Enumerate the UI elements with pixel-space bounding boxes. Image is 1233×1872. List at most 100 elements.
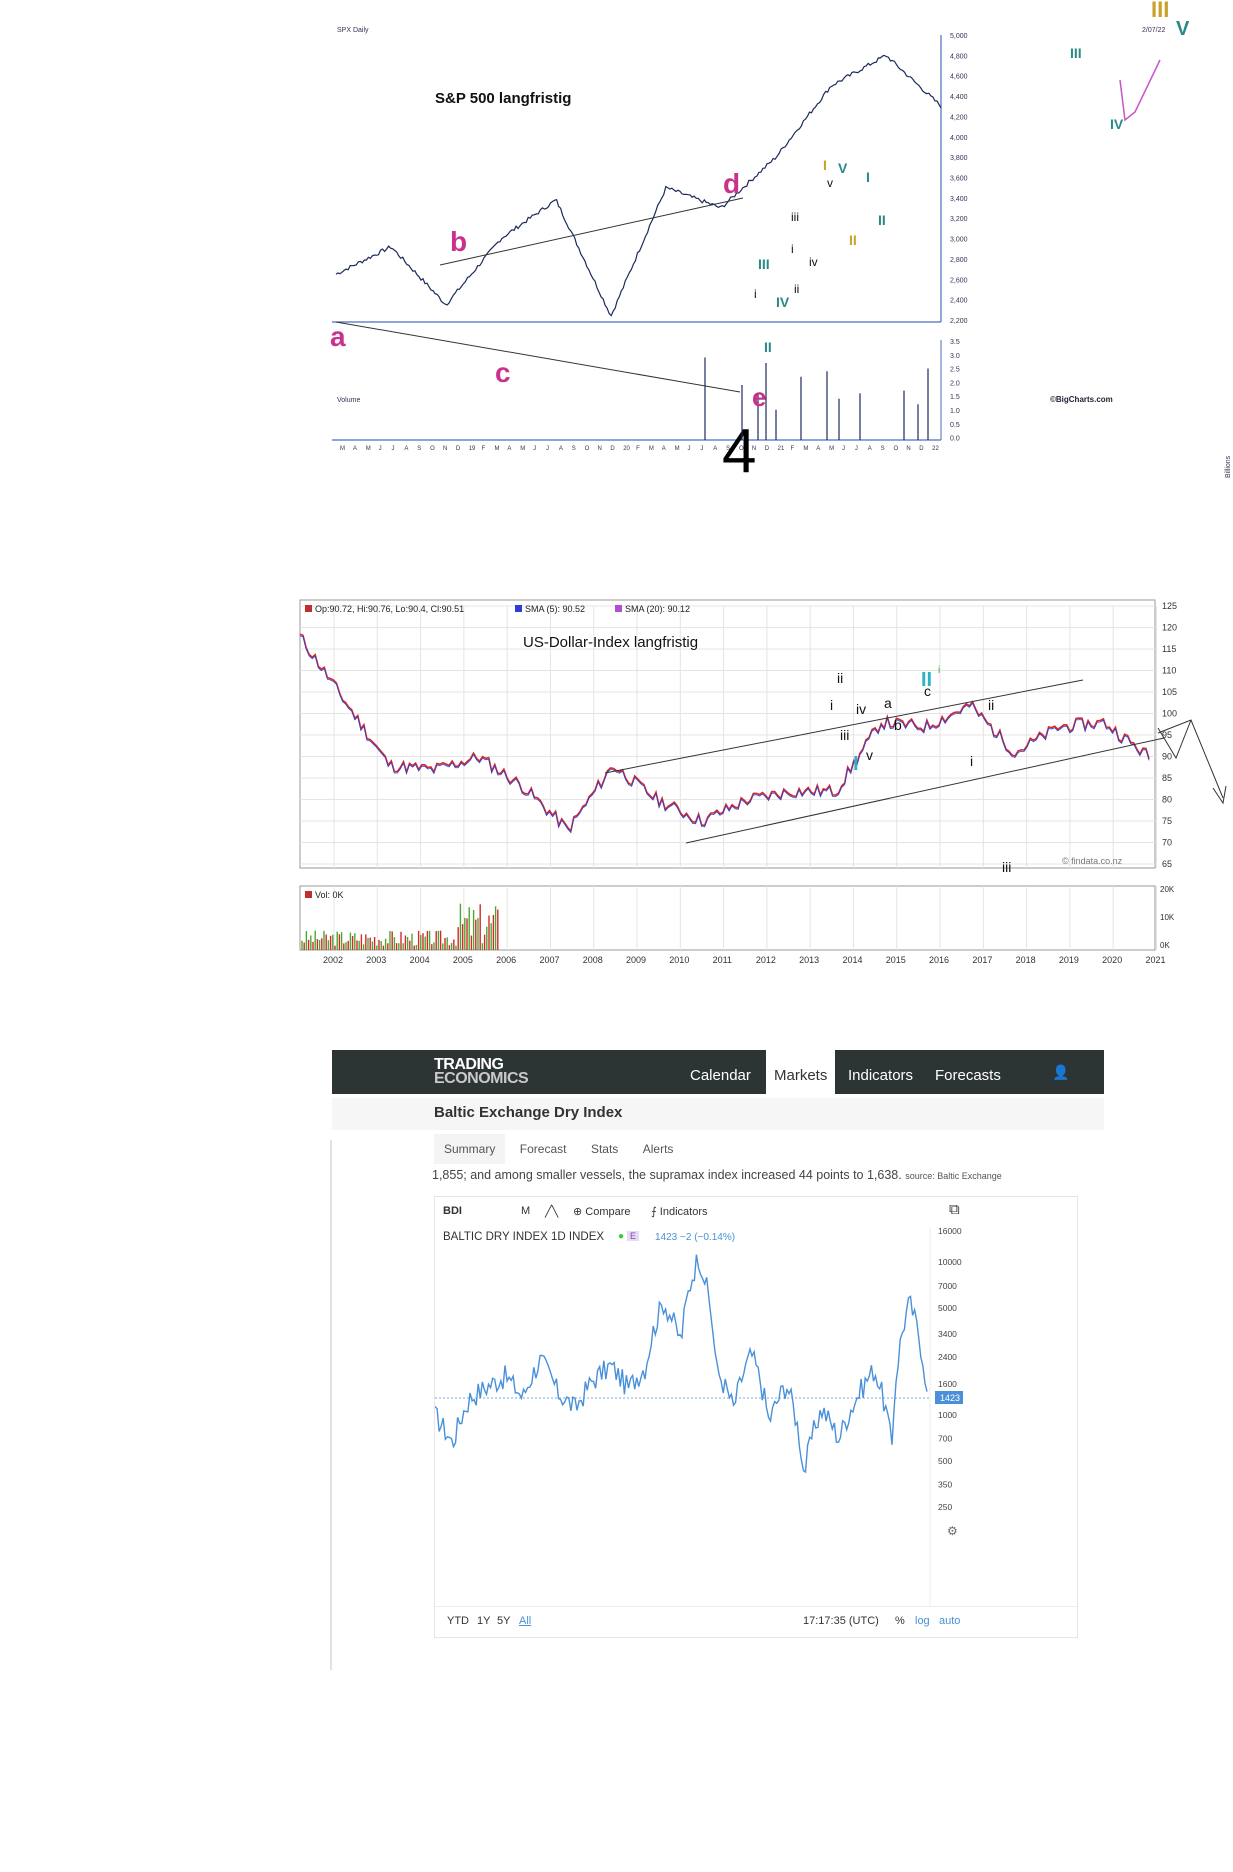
spx-volume-unit: Billions <box>1225 455 1232 478</box>
spx-volume-tick-label: 3.0 <box>950 353 960 360</box>
spx-y-tick-label: 3,200 <box>950 216 968 223</box>
usd-x-tick-label: 2020 <box>1102 955 1122 965</box>
nav-forecasts[interactable]: Forecasts <box>935 1067 1001 1084</box>
spx-y-tick-label: 3,600 <box>950 176 968 183</box>
spx-corner-label-iii: III <box>1151 0 1169 22</box>
usd-x-tick-label: 2010 <box>669 955 689 965</box>
scale-log[interactable]: log <box>915 1615 930 1627</box>
spx-x-tick-label: S <box>881 446 885 452</box>
symbol-label[interactable]: BDI <box>443 1205 462 1217</box>
scale-auto[interactable]: auto <box>939 1615 961 1627</box>
spx-x-tick-label: O <box>585 446 590 452</box>
spx-wave-teal-iii: III <box>758 256 770 272</box>
usd-x-tick-label: 2014 <box>842 955 862 965</box>
usd-x-tick-label: 2017 <box>972 955 992 965</box>
user-icon[interactable]: 👤 <box>1052 1064 1070 1080</box>
logo-trading[interactable]: TRADING <box>434 1056 504 1073</box>
nav-indicators[interactable]: Indicators <box>848 1067 914 1084</box>
chart-style-icon[interactable]: ╱╲ <box>545 1206 559 1218</box>
spx-wave-teal-i: I <box>866 169 870 185</box>
usd-y-tick-label: 125 <box>1162 601 1177 611</box>
nav-calendar[interactable]: Calendar <box>690 1067 751 1084</box>
spx-wave-teal-v: V <box>838 160 848 176</box>
usd-y-tick-label: 110 <box>1162 666 1176 676</box>
spx-x-tick-label: O <box>430 446 435 452</box>
bdi-y-tick-label: 7000 <box>938 1281 957 1291</box>
spx-y-tick-label: 4,400 <box>950 94 968 101</box>
range-5y[interactable]: 5Y <box>497 1615 511 1627</box>
summary-source: source: Baltic Exchange <box>905 1171 1002 1181</box>
usd-y-tick-label: 105 <box>1162 687 1177 697</box>
usd-x-tick-label: 2008 <box>583 955 603 965</box>
spx-x-tick-label: A <box>507 446 511 452</box>
usd-y-tick-label: 85 <box>1162 773 1172 783</box>
usd-x-tick-label: 2016 <box>929 955 949 965</box>
spx-x-tick-label: D <box>456 446 461 452</box>
usd-wave-i-right: i <box>970 753 973 769</box>
usd-wave-i: i <box>830 697 833 713</box>
spx-upper-trendline <box>439 197 744 266</box>
spx-volume-label: Volume <box>337 397 360 404</box>
interval-button[interactable]: M <box>521 1205 531 1217</box>
tab-bar: Summary Forecast Stats Alerts <box>434 1134 683 1164</box>
spx-x-tick-label: F <box>636 446 640 452</box>
spx-wave-a: a <box>330 321 346 352</box>
tab-stats[interactable]: Stats <box>590 1142 619 1156</box>
spx-title: S&P 500 langfristig <box>435 90 571 107</box>
range-ytd[interactable]: YTD <box>447 1615 469 1627</box>
usd-price-line <box>299 633 1150 833</box>
spx-x-tick-label: J <box>855 446 858 452</box>
tab-alerts[interactable]: Alerts <box>642 1142 674 1156</box>
spx-price-line <box>335 54 942 317</box>
usd-title: US-Dollar-Index langfristig <box>523 634 698 651</box>
logo-economics[interactable]: ECONOMICS <box>434 1070 529 1087</box>
nav-markets[interactable]: Markets <box>766 1050 836 1094</box>
compare-button[interactable]: ⊕ Compare <box>573 1205 631 1218</box>
range-1y[interactable]: 1Y <box>477 1615 491 1627</box>
top-navbar: TRADING ECONOMICS Calendar Markets Indic… <box>332 1050 1104 1094</box>
scale-percent[interactable]: % <box>895 1615 905 1627</box>
range-all[interactable]: All <box>519 1615 532 1627</box>
expand-icon[interactable]: ⧉ <box>949 1201 960 1218</box>
spx-x-tick-label: J <box>842 446 845 452</box>
usd-credit: © findata.co.nz <box>1062 856 1123 866</box>
spx-x-tick-label: J <box>546 446 549 452</box>
spx-wave-small-ii: ii <box>794 282 799 296</box>
spx-wave-gold-i: I <box>823 157 827 173</box>
spx-x-tick-label: A <box>662 446 666 452</box>
spx-wave-small-iii: iii <box>791 210 799 224</box>
spx-wave-teal-ii-low: II <box>764 339 772 355</box>
spx-x-tick-label: M <box>520 446 525 452</box>
spx-wave-teal-iv: IV <box>776 294 790 310</box>
spx-y-tick-label: 5,000 <box>950 33 968 40</box>
spx-y-tick-label: 2,800 <box>950 257 968 264</box>
usd-legend-swatch-sma20 <box>615 605 622 612</box>
usd-grid <box>300 605 1157 950</box>
usd-volume-tick-label: 0K <box>1160 941 1170 950</box>
usd-x-tick-label: 2015 <box>886 955 906 965</box>
spx-x-tick-label: A <box>559 446 563 452</box>
usd-x-tick-label: 2002 <box>323 955 343 965</box>
spx-date-label: 2/07/22 <box>1142 27 1165 34</box>
spx-y-tick-label: 2,600 <box>950 277 968 284</box>
spx-y-tick-label: 2,400 <box>950 298 968 305</box>
chart-settings-icon[interactable]: ⚙ <box>947 1524 958 1538</box>
usd-legend-ohlc: Op:90.72, Hi:90.76, Lo:90.4, Cl:90.51 <box>315 604 464 614</box>
usd-x-tick-label: 2018 <box>1016 955 1036 965</box>
spx-wave-e: e <box>752 382 766 412</box>
bdi-price-tag <box>935 1391 963 1404</box>
usd-volume-axis: 20K 10K 0K <box>1160 885 1175 950</box>
usd-legend-swatch-sma5 <box>515 605 522 612</box>
spx-wave-small-i-2: i <box>791 242 794 256</box>
indicators-button[interactable]: ⨍ Indicators <box>651 1205 708 1218</box>
spx-x-tick-label: O <box>894 446 899 452</box>
usd-wave-teal-ii: II <box>921 669 932 691</box>
bdi-y-tick-label: 5000 <box>938 1303 957 1313</box>
usd-wave-b: b <box>894 717 902 733</box>
tab-forecast[interactable]: Forecast <box>519 1142 567 1156</box>
spx-x-tick-label: J <box>391 446 394 452</box>
spx-wave-b: b <box>450 226 467 257</box>
spx-x-tick-label: N <box>597 446 601 452</box>
spx-x-tick-label: F <box>482 446 486 452</box>
tab-summary[interactable]: Summary <box>434 1134 506 1164</box>
